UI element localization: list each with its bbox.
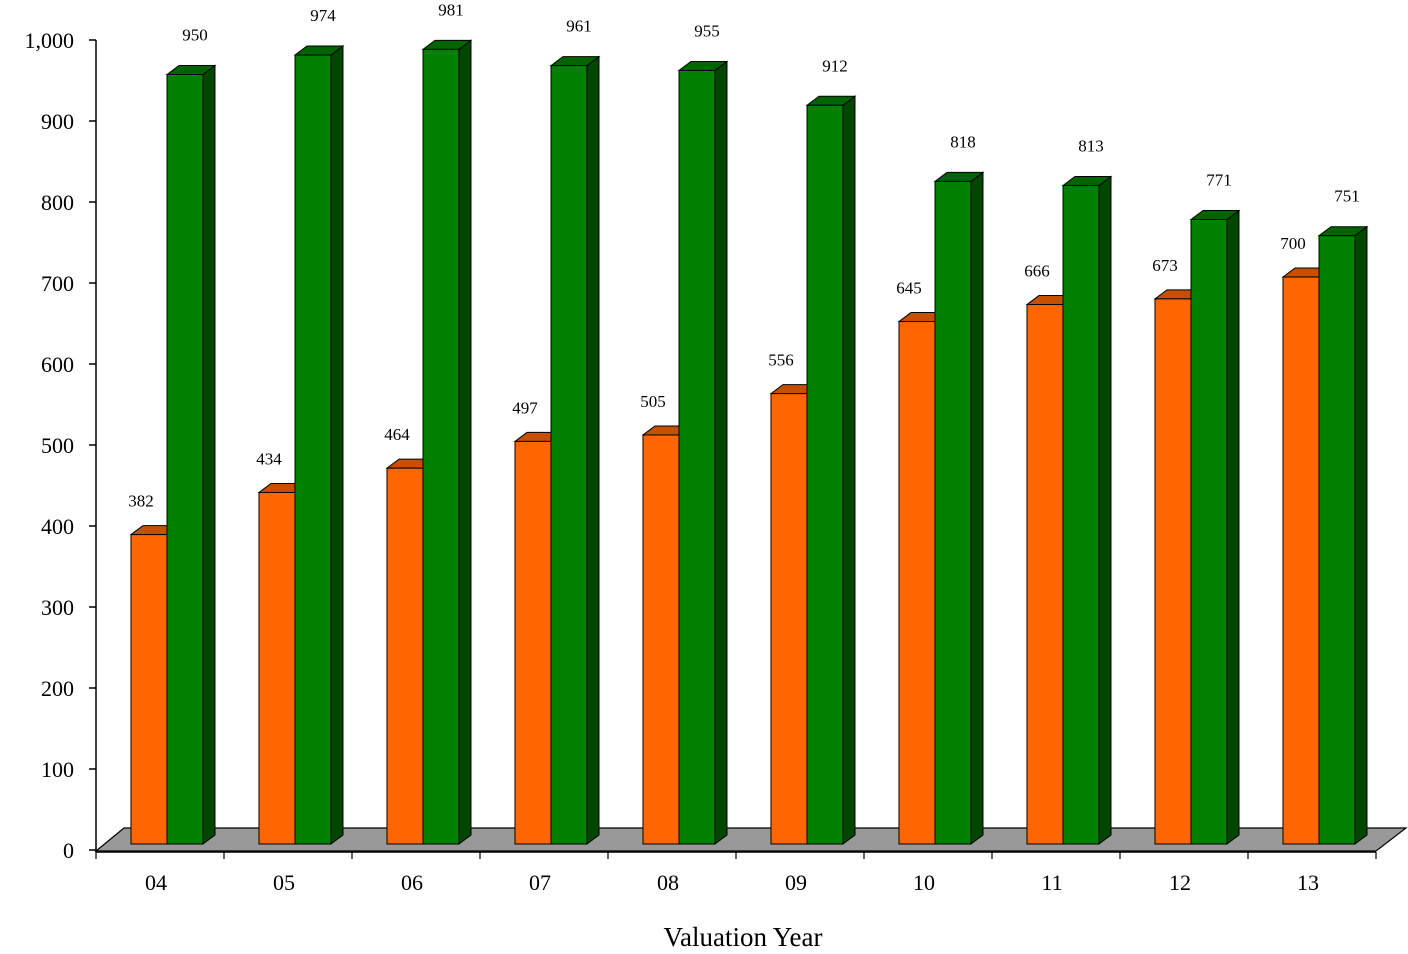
y-tick-label: 300 bbox=[41, 595, 74, 620]
y-tick-label: 600 bbox=[41, 352, 74, 377]
bar-series-2-12 bbox=[1189, 209, 1241, 845]
y-tick-label: 200 bbox=[41, 676, 74, 701]
y-tick-label: 1,000 bbox=[25, 28, 75, 53]
x-tick-label: 06 bbox=[401, 870, 423, 895]
x-tick-label: 04 bbox=[145, 870, 167, 895]
y-tick-label: 800 bbox=[41, 190, 74, 215]
bar-series-2-04 bbox=[165, 64, 217, 845]
data-label-series-1-07: 497 bbox=[512, 398, 538, 417]
data-label-series-2-05: 974 bbox=[310, 6, 336, 25]
data-label-series-2-04: 950 bbox=[182, 26, 208, 45]
data-label-series-2-07: 961 bbox=[566, 17, 592, 36]
bar-series-2-06 bbox=[421, 39, 473, 845]
bar-series-2-05 bbox=[293, 45, 345, 845]
x-tick-label: 05 bbox=[273, 870, 295, 895]
x-tick-label: 13 bbox=[1297, 870, 1319, 895]
y-tick-label: 900 bbox=[41, 109, 74, 134]
y-tick-label: 700 bbox=[41, 271, 74, 296]
x-axis-title: Valuation Year bbox=[664, 922, 823, 952]
y-tick-label: 400 bbox=[41, 514, 74, 539]
data-label-series-1-10: 645 bbox=[896, 279, 922, 298]
data-label-series-1-05: 434 bbox=[256, 449, 282, 468]
x-tick-label: 08 bbox=[657, 870, 679, 895]
x-tick-label: 09 bbox=[785, 870, 807, 895]
bar-series-2-11 bbox=[1061, 175, 1113, 845]
data-label-series-1-13: 700 bbox=[1280, 234, 1306, 253]
data-label-series-1-08: 505 bbox=[640, 392, 666, 411]
data-label-series-2-06: 981 bbox=[438, 0, 464, 19]
bar-series-2-10 bbox=[933, 171, 985, 845]
data-label-series-2-08: 955 bbox=[694, 21, 720, 40]
data-label-series-2-10: 818 bbox=[950, 132, 976, 151]
bar-series-2-08 bbox=[677, 60, 729, 845]
bar-series-2-13 bbox=[1317, 225, 1369, 845]
x-tick-label: 11 bbox=[1041, 870, 1062, 895]
data-label-series-1-09: 556 bbox=[768, 351, 794, 370]
y-tick-label: 0 bbox=[63, 838, 74, 863]
y-tick-label: 100 bbox=[41, 757, 74, 782]
data-label-series-2-12: 771 bbox=[1206, 170, 1232, 189]
x-tick-label: 10 bbox=[913, 870, 935, 895]
data-label-series-1-12: 673 bbox=[1152, 256, 1178, 275]
data-label-series-2-09: 912 bbox=[822, 56, 848, 75]
data-label-series-2-13: 751 bbox=[1334, 187, 1360, 206]
bar-series-2-09 bbox=[805, 95, 857, 845]
bar-series-2-07 bbox=[549, 55, 601, 845]
y-tick-label: 500 bbox=[41, 433, 74, 458]
x-tick-label: 07 bbox=[529, 870, 551, 895]
data-label-series-2-11: 813 bbox=[1078, 136, 1104, 155]
x-tick-label: 12 bbox=[1169, 870, 1191, 895]
data-label-series-1-04: 382 bbox=[128, 492, 154, 511]
data-label-series-1-11: 666 bbox=[1024, 262, 1050, 281]
data-label-series-1-06: 464 bbox=[384, 425, 410, 444]
